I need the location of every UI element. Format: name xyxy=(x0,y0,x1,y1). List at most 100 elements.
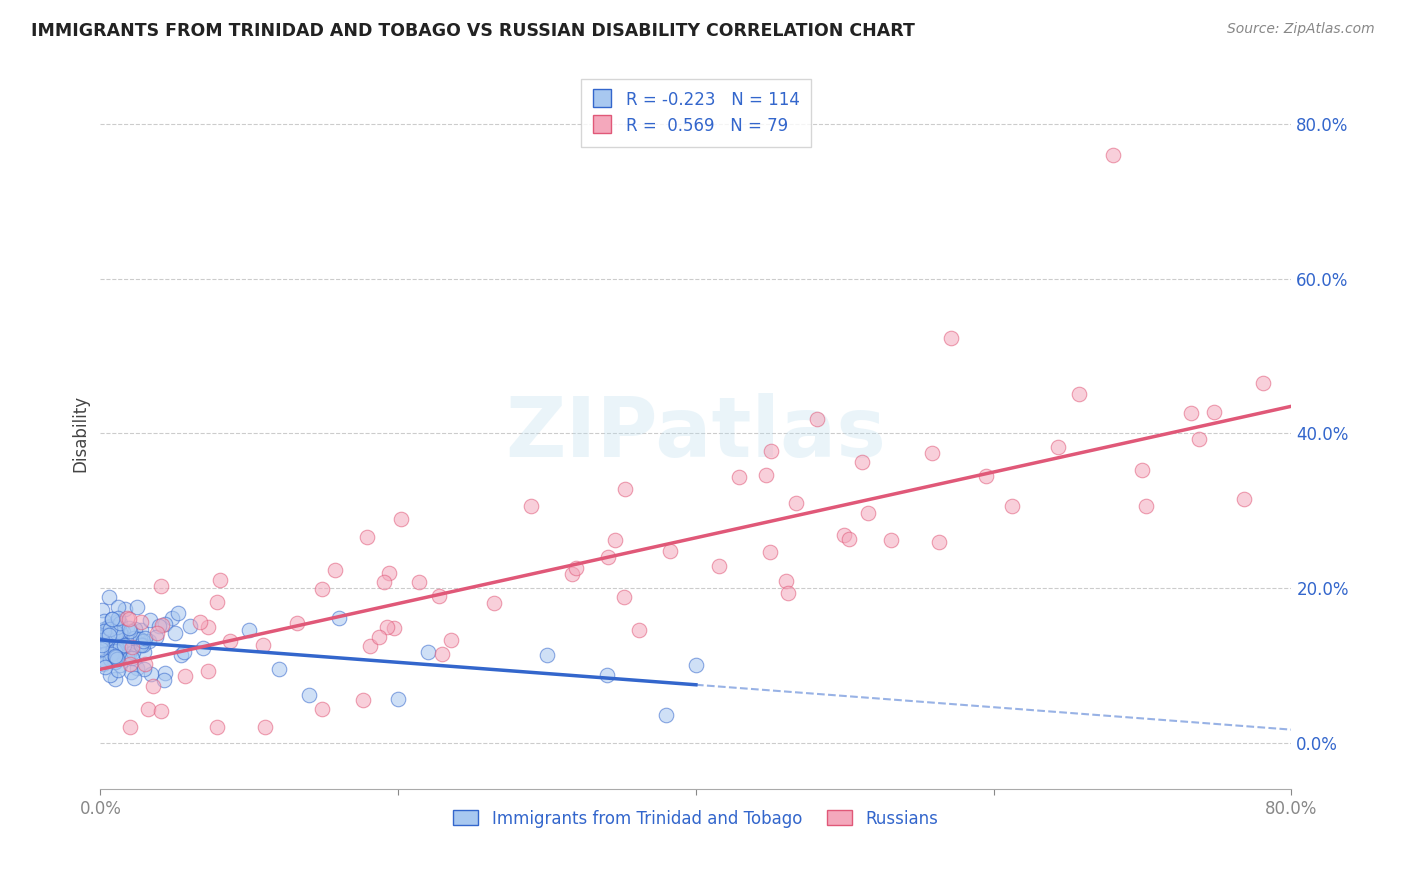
Point xyxy=(91,638,114,652)
Point xyxy=(238,623,260,637)
Point xyxy=(107,619,129,633)
Point xyxy=(117,611,139,625)
Point xyxy=(131,615,153,629)
Point xyxy=(755,468,778,483)
Point xyxy=(125,661,148,675)
Point xyxy=(209,574,232,588)
Point xyxy=(173,669,195,683)
Point xyxy=(132,633,155,648)
Point xyxy=(105,626,128,640)
Point xyxy=(148,618,170,632)
Point xyxy=(389,511,412,525)
Point xyxy=(188,615,211,630)
Point xyxy=(167,606,190,620)
Point xyxy=(328,611,350,625)
Point xyxy=(565,561,588,575)
Point xyxy=(205,720,228,734)
Point xyxy=(101,640,124,655)
Point xyxy=(165,625,187,640)
Point xyxy=(117,611,139,625)
Point xyxy=(356,530,378,544)
Point xyxy=(91,625,114,640)
Point xyxy=(1180,406,1202,420)
Point xyxy=(98,626,121,640)
Point xyxy=(120,720,142,734)
Point xyxy=(129,623,152,637)
Point xyxy=(112,639,135,653)
Point xyxy=(596,549,619,564)
Point xyxy=(98,651,121,665)
Point xyxy=(120,641,142,656)
Point xyxy=(145,630,167,644)
Point xyxy=(974,469,997,483)
Point xyxy=(104,627,127,641)
Point xyxy=(561,566,583,581)
Point xyxy=(132,638,155,652)
Point xyxy=(121,651,143,665)
Point xyxy=(614,482,637,496)
Y-axis label: Disability: Disability xyxy=(72,395,89,472)
Point xyxy=(1251,376,1274,390)
Point xyxy=(197,665,219,679)
Point xyxy=(136,702,159,716)
Point xyxy=(96,620,118,634)
Point xyxy=(132,645,155,659)
Point xyxy=(96,646,118,660)
Point xyxy=(105,615,128,630)
Point xyxy=(90,632,112,647)
Text: IMMIGRANTS FROM TRINIDAD AND TOBAGO VS RUSSIAN DISABILITY CORRELATION CHART: IMMIGRANTS FROM TRINIDAD AND TOBAGO VS R… xyxy=(31,22,915,40)
Point xyxy=(104,649,127,664)
Point xyxy=(103,650,125,665)
Point xyxy=(254,720,277,734)
Point xyxy=(880,533,903,548)
Point xyxy=(104,648,127,663)
Point xyxy=(430,647,453,661)
Point xyxy=(1204,405,1226,419)
Point xyxy=(311,702,333,716)
Point xyxy=(179,618,201,632)
Point xyxy=(96,639,118,653)
Point xyxy=(416,645,439,659)
Point xyxy=(104,624,127,638)
Point xyxy=(138,613,160,627)
Point xyxy=(129,632,152,647)
Point xyxy=(142,679,165,693)
Point xyxy=(170,648,193,662)
Point xyxy=(98,626,121,640)
Point xyxy=(1101,148,1123,162)
Point xyxy=(408,575,430,590)
Point xyxy=(928,535,950,549)
Point xyxy=(367,631,389,645)
Point xyxy=(921,446,943,460)
Point xyxy=(122,645,145,659)
Point xyxy=(118,634,141,648)
Point xyxy=(627,624,650,638)
Point xyxy=(108,615,131,630)
Point xyxy=(105,645,128,659)
Point xyxy=(132,662,155,676)
Point xyxy=(134,657,156,671)
Point xyxy=(108,648,131,662)
Point xyxy=(1046,440,1069,454)
Point xyxy=(149,704,172,718)
Point xyxy=(728,469,751,483)
Point xyxy=(153,617,176,632)
Point xyxy=(197,619,219,633)
Point xyxy=(298,688,321,702)
Point xyxy=(101,628,124,642)
Point xyxy=(207,595,229,609)
Point xyxy=(100,618,122,632)
Point xyxy=(90,642,112,657)
Point xyxy=(1067,387,1090,401)
Point xyxy=(375,620,398,634)
Point xyxy=(94,654,117,668)
Point xyxy=(104,644,127,658)
Point xyxy=(536,648,558,663)
Point xyxy=(146,626,169,640)
Point xyxy=(105,644,128,658)
Point xyxy=(118,621,141,635)
Point xyxy=(785,495,807,509)
Point xyxy=(114,601,136,615)
Point xyxy=(856,506,879,520)
Point xyxy=(94,632,117,646)
